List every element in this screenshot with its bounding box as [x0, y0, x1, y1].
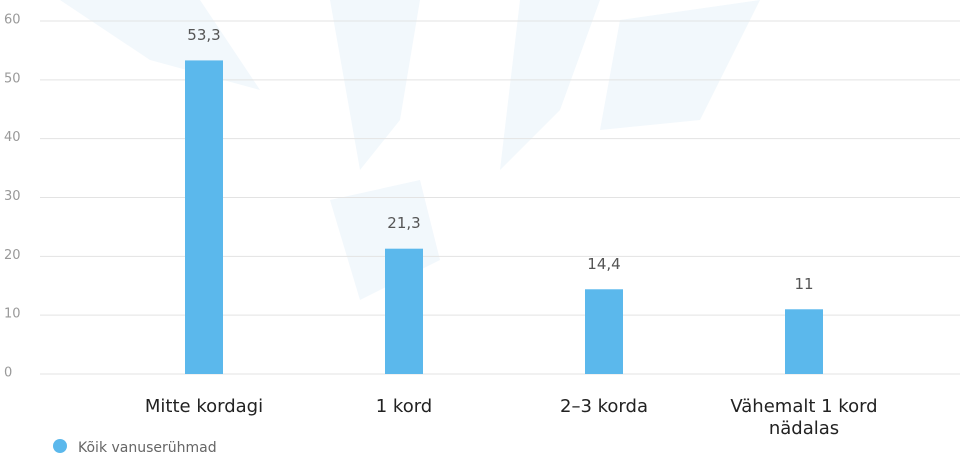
y-tick-label: 30 [4, 189, 21, 204]
legend-label: Kõik vanuserühmad [78, 440, 217, 454]
value-label: 14,4 [587, 255, 620, 273]
y-tick-label: 0 [4, 366, 12, 381]
y-tick-label: 20 [4, 248, 21, 263]
y-tick-label: 10 [4, 307, 21, 322]
bar [385, 248, 423, 374]
value-label: 21,3 [387, 214, 420, 232]
x-tick-label: Vähemalt 1 kord nädalas [730, 396, 878, 439]
value-label: 53,3 [187, 26, 220, 44]
x-tick-label: 2–3 korda [560, 396, 648, 417]
bar [585, 289, 623, 374]
bar [785, 309, 823, 374]
y-tick-label: 40 [4, 130, 21, 145]
x-tick-label: 1 kord [375, 396, 433, 417]
y-tick-label: 60 [4, 13, 21, 28]
bar [185, 60, 223, 374]
y-tick-label: 50 [4, 71, 21, 86]
watermark [60, 0, 760, 300]
legend-marker [53, 439, 67, 453]
value-label: 11 [794, 275, 813, 293]
x-tick-label: Mitte kordagi [144, 396, 264, 417]
